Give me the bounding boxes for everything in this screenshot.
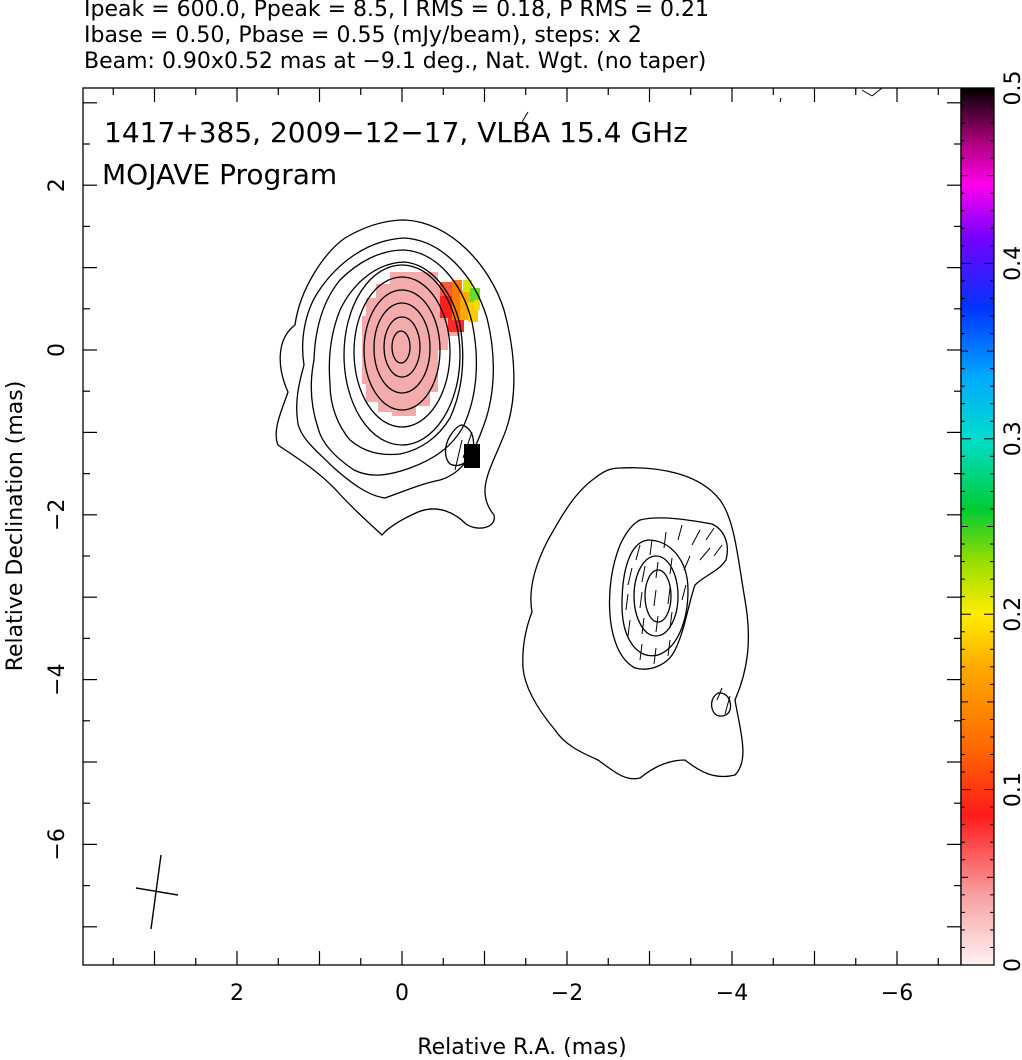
y-axis-label: Relative Declination (mas) bbox=[3, 381, 28, 672]
x-tick-label: −4 bbox=[716, 981, 748, 1006]
colorbar-tick-label: 0.3 bbox=[1001, 421, 1022, 456]
core-contours bbox=[275, 219, 515, 536]
colorbar-tick-label: 0 bbox=[1001, 958, 1022, 972]
x-tick-label: −2 bbox=[551, 981, 583, 1006]
header-line-3: Beam: 0.90x0.52 mas at −9.1 deg., Nat. W… bbox=[84, 49, 707, 74]
x-axis-label: Relative R.A. (mas) bbox=[417, 1035, 626, 1060]
colorbar-tick-label: 0.5 bbox=[1001, 71, 1022, 106]
y-axis-ticks: 2 0 −2 −4 −6 bbox=[45, 102, 961, 928]
y-tick-label: 0 bbox=[45, 343, 70, 357]
beam-cross bbox=[135, 854, 179, 930]
colorbar-tick-label: 0.2 bbox=[1001, 597, 1022, 632]
y-tick-label: −2 bbox=[45, 499, 70, 531]
colorbar-tick-label: 0.4 bbox=[1001, 246, 1022, 281]
x-tick-label: 0 bbox=[395, 981, 409, 1006]
polarization-vectors bbox=[454, 88, 883, 715]
y-tick-label: −4 bbox=[45, 663, 70, 695]
x-tick-label: −6 bbox=[881, 981, 913, 1006]
colorbar-tick-label: 0.1 bbox=[1001, 772, 1022, 807]
chart-title: 1417+385, 2009−12−17, VLBA 15.4 GHz bbox=[104, 116, 688, 149]
header-line-2: Ibase = 0.50, Pbase = 0.55 (mJy/beam), s… bbox=[84, 23, 642, 48]
chart-subtitle: MOJAVE Program bbox=[102, 158, 337, 191]
x-tick-label: 2 bbox=[230, 981, 244, 1006]
header-line-1: Ipeak = 600.0, Ppeak = 8.5, I RMS = 0.18… bbox=[84, 0, 709, 22]
y-tick-label: 2 bbox=[45, 178, 70, 192]
x-axis-ticks: 2 0 −2 −4 −6 bbox=[112, 88, 939, 1006]
plot-frame bbox=[82, 87, 962, 966]
jet-contours bbox=[522, 467, 750, 780]
colorbar-ticks: 0 0.1 0.2 0.3 0.4 0.5 bbox=[961, 71, 1022, 972]
map-content bbox=[135, 88, 883, 930]
y-tick-label: −6 bbox=[45, 828, 70, 860]
